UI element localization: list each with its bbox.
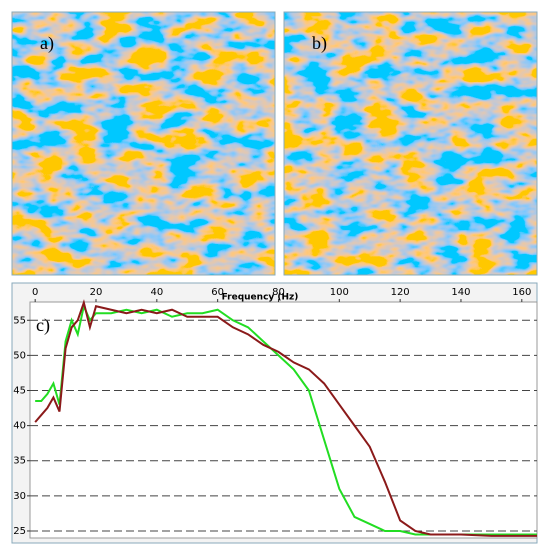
series-line <box>34 299 537 537</box>
seismic-image-b <box>284 12 537 275</box>
x-tick-label: 100 <box>330 287 349 298</box>
panel-label: a) <box>40 33 54 54</box>
panel-border <box>11 11 276 276</box>
x-tick-label: 120 <box>391 287 410 298</box>
x-axis-label: Frequency (Hz) <box>222 293 299 303</box>
y-tick-label: 25 <box>13 526 26 537</box>
x-tick-label: 80 <box>272 287 285 298</box>
plot-area <box>29 301 538 539</box>
y-tick-label: 40 <box>13 421 26 432</box>
seismic-image-a <box>11 11 276 276</box>
x-tick-label: 20 <box>90 287 103 298</box>
y-tick-label: 35 <box>13 456 26 467</box>
x-tick-label: 160 <box>512 287 531 298</box>
series-line <box>35 302 537 536</box>
x-tick-label: 0 <box>32 287 38 298</box>
x-tick-label: 40 <box>150 287 163 298</box>
panel-label: b) <box>312 33 327 54</box>
y-tick-label: 50 <box>13 350 26 361</box>
panel-label: c) <box>36 315 50 336</box>
x-tick-label: 60 <box>211 287 224 298</box>
y-tick-label: 45 <box>13 386 26 397</box>
x-tick-label: 140 <box>451 287 470 298</box>
y-tick-label: 30 <box>13 491 26 502</box>
panel-border <box>283 11 538 276</box>
y-tick-label: 55 <box>13 315 26 326</box>
